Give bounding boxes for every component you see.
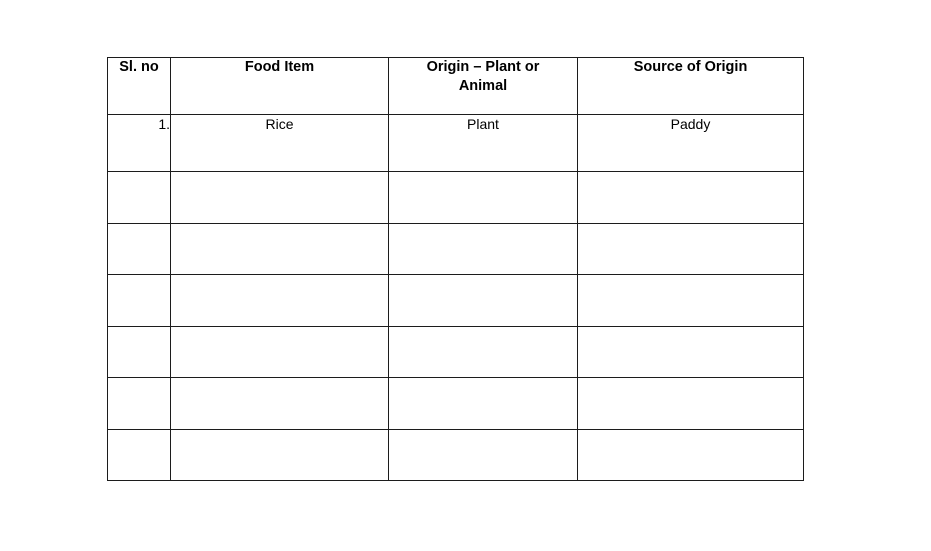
cell-origin[interactable] <box>388 274 578 327</box>
table-row[interactable]: 1. Rice Plant Paddy <box>107 114 804 172</box>
cell-food-item[interactable]: Rice <box>170 114 389 172</box>
cell-sl-no[interactable] <box>107 377 171 430</box>
cell-sl-no[interactable] <box>107 274 171 327</box>
cell-origin[interactable] <box>388 377 578 430</box>
cell-source-of-origin[interactable] <box>577 222 804 275</box>
cell-food-item[interactable] <box>170 325 389 378</box>
table-row[interactable] <box>107 325 804 378</box>
table-row[interactable] <box>107 377 804 430</box>
cell-source-of-origin[interactable] <box>577 274 804 327</box>
cell-food-item[interactable] <box>170 274 389 327</box>
cell-origin[interactable]: Plant <box>388 114 578 172</box>
cell-source-of-origin[interactable]: Paddy <box>577 114 804 172</box>
cell-food-item[interactable] <box>170 171 389 224</box>
column-header-source-of-origin: Source of Origin <box>577 57 804 115</box>
cell-sl-no[interactable]: 1. <box>107 114 171 172</box>
cell-food-item[interactable] <box>170 428 389 481</box>
cell-source-of-origin[interactable] <box>577 428 804 481</box>
food-origin-worksheet-table: Sl. no Food Item Origin – Plant or Anima… <box>107 57 804 481</box>
cell-source-of-origin[interactable] <box>577 325 804 378</box>
cell-origin[interactable] <box>388 428 578 481</box>
table-row[interactable] <box>107 274 804 327</box>
cell-sl-no[interactable] <box>107 325 171 378</box>
cell-sl-no[interactable] <box>107 428 171 481</box>
column-header-origin-plant-or-animal: Origin – Plant or Animal <box>388 57 578 115</box>
table-row[interactable] <box>107 222 804 275</box>
cell-origin[interactable] <box>388 325 578 378</box>
cell-food-item[interactable] <box>170 377 389 430</box>
cell-source-of-origin[interactable] <box>577 377 804 430</box>
cell-sl-no[interactable] <box>107 171 171 224</box>
cell-origin[interactable] <box>388 222 578 275</box>
table-row[interactable] <box>107 171 804 224</box>
table-body: 1. Rice Plant Paddy <box>107 114 804 481</box>
cell-sl-no[interactable] <box>107 222 171 275</box>
cell-source-of-origin[interactable] <box>577 171 804 224</box>
table-row[interactable] <box>107 428 804 481</box>
column-header-origin-line-1: Origin – Plant or <box>426 59 540 75</box>
column-header-food-item: Food Item <box>170 57 389 115</box>
column-header-sl-no: Sl. no <box>107 57 171 115</box>
cell-food-item[interactable] <box>170 222 389 275</box>
table-header-row: Sl. no Food Item Origin – Plant or Anima… <box>107 57 804 115</box>
cell-origin[interactable] <box>388 171 578 224</box>
column-header-origin-line-2: Animal <box>458 78 508 95</box>
